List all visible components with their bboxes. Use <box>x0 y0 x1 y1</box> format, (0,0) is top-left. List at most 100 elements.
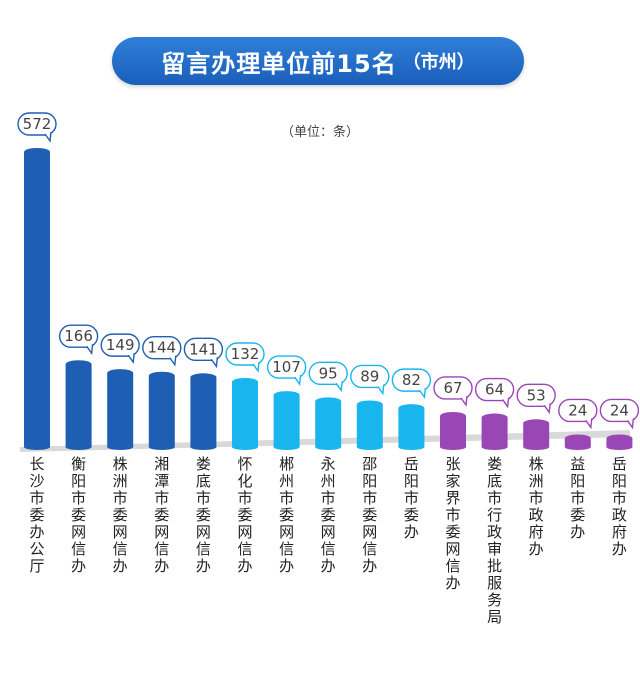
bar-base <box>481 444 508 450</box>
bar-base <box>523 444 550 450</box>
bar-cap <box>232 378 258 386</box>
value-bubble <box>183 337 224 361</box>
category-label: 娄底市委网信办 <box>195 455 211 575</box>
value-bubble <box>266 355 307 379</box>
bar-base <box>398 444 425 450</box>
chart-title: 留言办理单位前15名 （市州） <box>112 37 524 85</box>
bar-cap <box>273 391 300 400</box>
value-bubble <box>308 361 348 386</box>
bar <box>315 401 342 447</box>
value-bubble <box>225 342 265 366</box>
bar-base <box>315 444 342 450</box>
value-bubble-tail <box>127 353 135 365</box>
category-label: 邵阳市委网信办 <box>362 455 378 575</box>
value-bubble <box>599 398 640 423</box>
bar-cap <box>356 400 383 409</box>
category-label: 湘潭市委网信办 <box>154 455 170 575</box>
category-label: 衡阳市委网信办 <box>71 455 87 575</box>
bar-base <box>606 444 633 450</box>
data-label: 149 <box>106 336 135 354</box>
bar-base <box>24 444 50 450</box>
value-bubble-tail <box>460 395 468 407</box>
bar <box>564 438 591 447</box>
value-bubble-tail <box>335 381 343 393</box>
value-bubble-tail <box>169 355 177 367</box>
bar-cap <box>65 360 92 369</box>
value-bubble-tail <box>44 131 52 143</box>
data-label: 166 <box>64 327 93 345</box>
category-label: 株洲市委网信办 <box>112 455 128 575</box>
data-label: 64 <box>485 381 504 399</box>
data-label: 95 <box>319 364 338 382</box>
data-label: 24 <box>610 401 629 419</box>
bar-cap <box>315 397 342 406</box>
bar <box>398 408 425 447</box>
data-label: 67 <box>443 379 462 397</box>
value-bubble <box>350 364 390 389</box>
unit-note: （单位：条） <box>280 125 359 140</box>
bar-cap <box>24 148 50 156</box>
bar <box>523 423 550 447</box>
value-bubble-tail <box>502 397 510 409</box>
bar-base <box>564 444 591 450</box>
data-label: 141 <box>189 340 218 358</box>
data-label: 144 <box>147 339 176 357</box>
data-label: 89 <box>360 367 379 385</box>
bar-cap <box>481 413 508 422</box>
bar <box>65 364 92 447</box>
bar <box>440 415 466 447</box>
value-bubble-tail <box>626 418 635 430</box>
value-bubble <box>516 383 556 407</box>
category-label: 岳阳市政府办 <box>611 455 627 558</box>
category-label: 长沙市委办公厅 <box>29 455 45 575</box>
bar-cap <box>190 373 217 382</box>
category-label: 岳阳市委办 <box>403 455 419 541</box>
value-bubble <box>474 377 515 402</box>
bar-cap <box>523 419 550 428</box>
category-label: 永州市委网信办 <box>320 455 336 575</box>
value-bubble <box>558 398 598 423</box>
data-label: 132 <box>231 345 260 363</box>
bar <box>148 375 175 447</box>
bar-cap <box>398 404 425 413</box>
bar <box>273 395 300 447</box>
category-label: 株洲市政府办 <box>528 455 544 558</box>
value-bubble <box>391 368 432 392</box>
value-bubble <box>58 324 99 348</box>
bar-cap <box>606 434 633 443</box>
category-label: 益阳市委办 <box>570 455 586 541</box>
bar-base <box>190 444 217 450</box>
value-bubble <box>100 333 140 357</box>
data-label: 53 <box>527 386 546 404</box>
bar-base <box>273 444 300 450</box>
bar-base <box>148 444 175 450</box>
chart-title-main: 留言办理单位前15名 <box>161 49 397 78</box>
bar <box>481 417 508 447</box>
value-bubble-tail <box>418 388 427 400</box>
bar-cap <box>440 411 466 420</box>
value-bubble <box>433 376 473 400</box>
category-label: 张家界市委网信办 <box>445 455 461 592</box>
bar <box>24 152 50 447</box>
value-bubble-tail <box>252 361 260 373</box>
data-label: 24 <box>568 401 587 419</box>
category-label: 郴州市委网信办 <box>279 455 295 575</box>
value-bubble-tail <box>377 384 385 396</box>
bar-cap <box>148 371 175 380</box>
value-bubble-tail <box>210 357 219 369</box>
category-label: 娄底市行政审批服务局 <box>487 455 503 626</box>
value-bubble-tail <box>543 403 551 415</box>
bar <box>190 377 217 447</box>
category-label: 怀化市委网信办 <box>237 455 253 575</box>
bar <box>356 404 383 447</box>
bar <box>606 438 633 447</box>
value-bubble <box>142 336 182 360</box>
value-bubble-tail <box>294 374 302 386</box>
data-label: 107 <box>272 358 301 376</box>
bar-base <box>356 444 383 450</box>
value-bubble <box>17 112 57 136</box>
bar <box>107 373 134 447</box>
bar-base <box>440 444 466 450</box>
bar-cap <box>107 369 134 378</box>
